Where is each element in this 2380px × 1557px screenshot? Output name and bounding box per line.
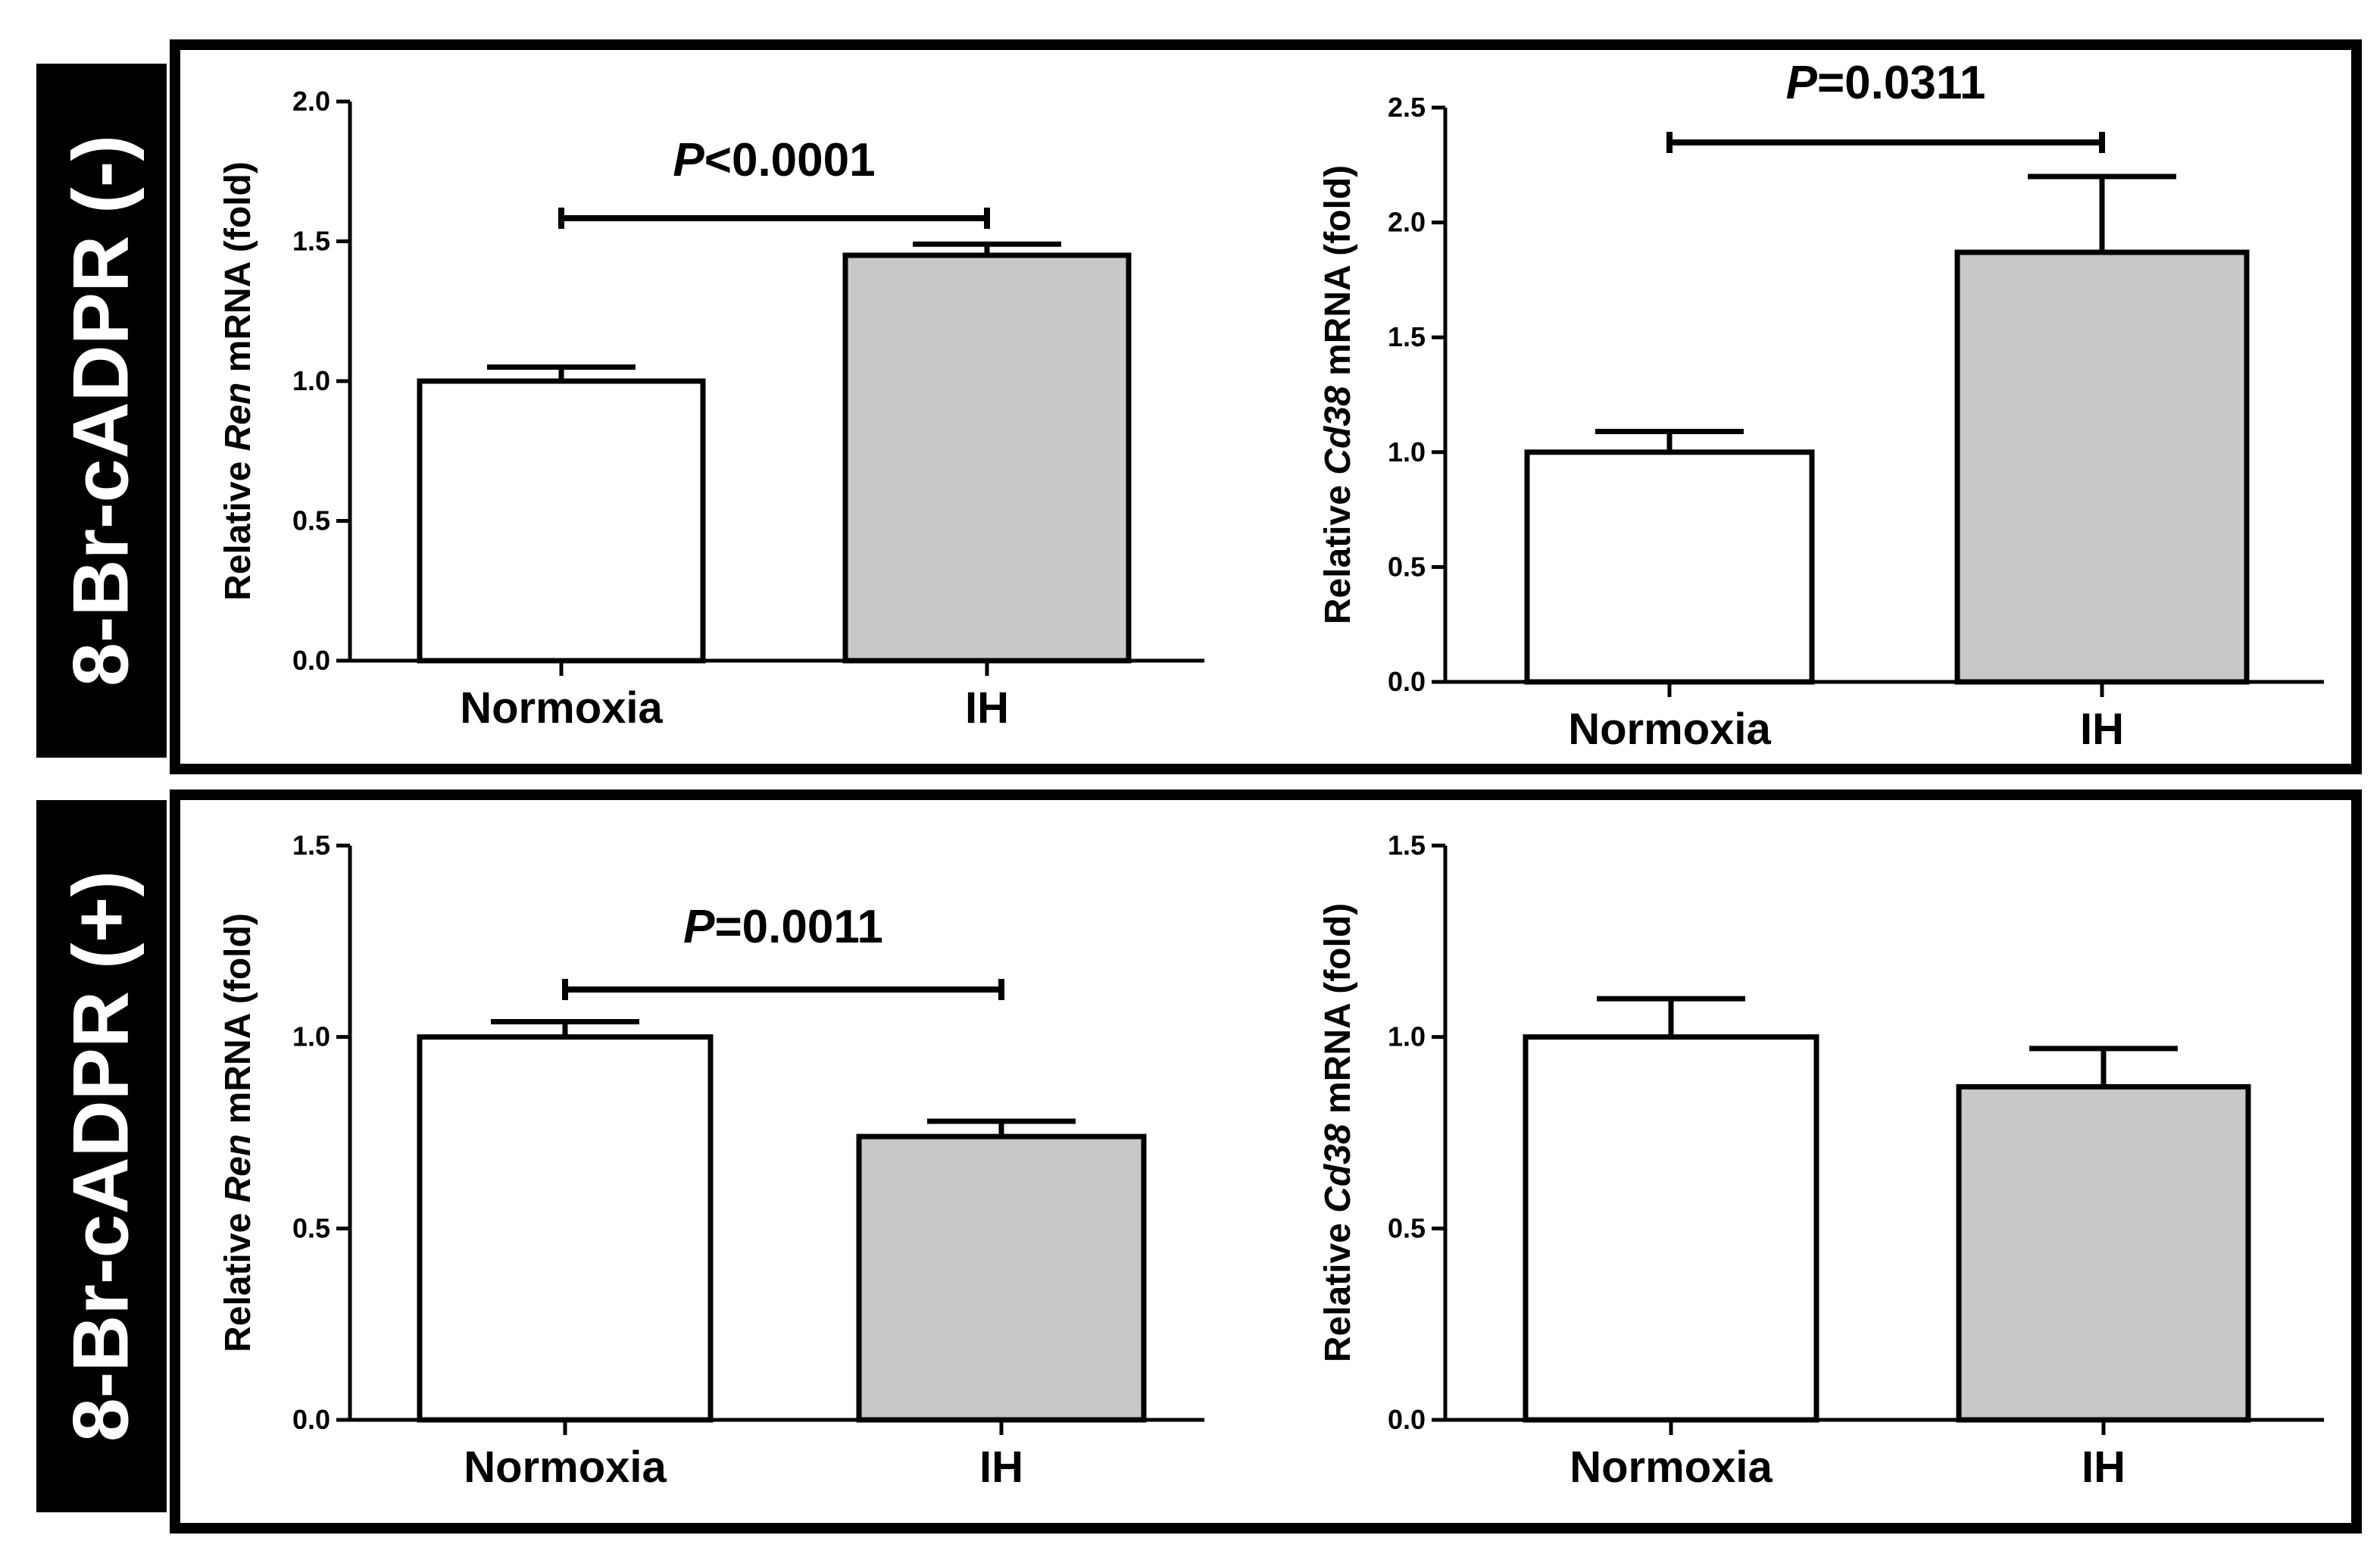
y-tick-label: 1.5 <box>1388 830 1426 861</box>
y-tick-label: 0.5 <box>1388 551 1426 582</box>
category-label-normoxia: Normoxia <box>464 1443 667 1492</box>
bar-ih <box>1954 249 2250 685</box>
y-tick-label: 0.0 <box>292 645 330 676</box>
y-tick-label: 2.0 <box>1388 207 1426 238</box>
y-axis-title: Relative Cd38 mRNA (fold) <box>1318 165 1358 624</box>
y-tick-label: 0.5 <box>1388 1212 1426 1243</box>
group-label-with-inhibitor: 8-Br-cADPR (+) <box>36 800 167 1512</box>
y-axis-title: Relative Cd38 mRNA (fold) <box>1318 903 1358 1362</box>
y-axis-title: Relative Ren mRNA (fold) <box>218 913 258 1352</box>
y-tick-label: 0.5 <box>292 1212 330 1243</box>
category-label-ih: IH <box>2080 705 2124 754</box>
bar-normoxia <box>417 378 706 664</box>
y-tick-label: 1.0 <box>1388 436 1426 467</box>
category-label-normoxia: Normoxia <box>460 683 663 733</box>
y-tick-label: 2.5 <box>1388 92 1426 123</box>
category-label-ih: IH <box>965 683 1009 733</box>
y-tick-label: 0.0 <box>1388 666 1426 697</box>
p-value-label: P<0.0001 <box>673 134 875 186</box>
y-tick-label: 1.5 <box>292 830 330 861</box>
p-value-label: P=0.0011 <box>683 901 883 953</box>
y-tick-label: 1.0 <box>292 1021 330 1052</box>
category-label-ih: IH <box>979 1443 1023 1492</box>
y-tick-label: 1.0 <box>292 365 330 396</box>
y-tick-label: 0.5 <box>292 505 330 536</box>
bar-normoxia <box>1524 449 1815 685</box>
y-tick-label: 1.5 <box>1388 321 1426 352</box>
bar-normoxia <box>417 1034 714 1423</box>
y-tick-label: 2.0 <box>292 86 330 117</box>
y-axis-title: Relative Ren mRNA (fold) <box>218 161 258 601</box>
p-value-label: P=0.0311 <box>1786 57 1986 109</box>
y-tick-label: 1.0 <box>1388 1021 1426 1052</box>
category-label-ih: IH <box>2082 1443 2125 1492</box>
bar-normoxia <box>1523 1034 1819 1423</box>
y-tick-label: 1.5 <box>292 226 330 257</box>
bar-ih <box>856 1133 1147 1423</box>
y-tick-label: 0.0 <box>292 1404 330 1435</box>
category-label-normoxia: Normoxia <box>1569 1443 1773 1492</box>
bar-ih <box>1956 1083 2251 1423</box>
y-tick-label: 0.0 <box>1388 1404 1426 1435</box>
category-label-normoxia: Normoxia <box>1568 705 1771 754</box>
group-label-without-inhibitor: 8-Br-cADPR (-) <box>36 64 167 758</box>
bar-ih <box>842 252 1132 664</box>
